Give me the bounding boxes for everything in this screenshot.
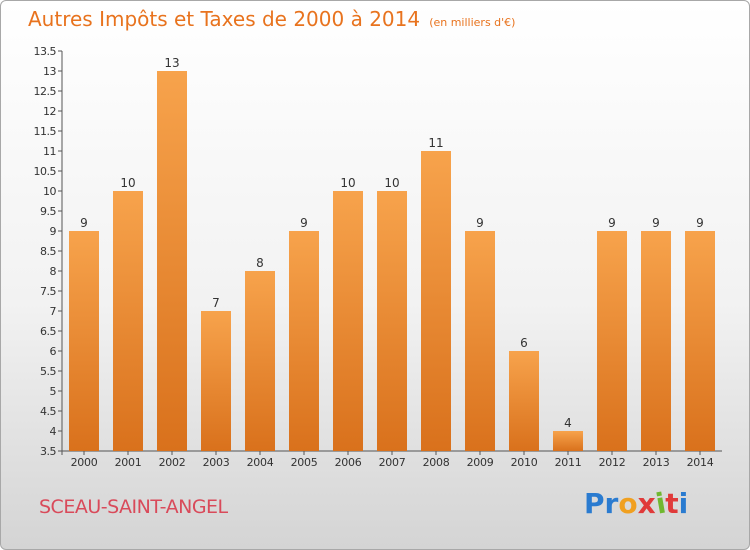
x-tick-label: 2014 (687, 456, 714, 469)
x-tick-label: 2002 (159, 456, 186, 469)
logo-letter: t (665, 487, 679, 520)
bar-2008 (421, 151, 451, 451)
x-tick-label: 2004 (247, 456, 274, 469)
bar-2014 (685, 231, 715, 451)
x-tick-label: 2013 (643, 456, 670, 469)
y-tick-label: 12 (43, 105, 56, 118)
chart-axes: 3.5 4 4.5 5 5.5 6 6.5 7 7.5 8 8.5 9 9.5 10 10.5 11 11.5 1… (34, 45, 722, 458)
bar-2000 (69, 231, 99, 451)
x-tick-label: 2010 (511, 456, 538, 469)
proxiti-logo[interactable]: Proxiti (584, 486, 689, 520)
data-label: 11 (428, 136, 443, 150)
x-tick-label: 2008 (423, 456, 450, 469)
bar-2004 (245, 271, 275, 451)
bar-2009 (465, 231, 495, 451)
y-tick-label: 4.5 (40, 405, 56, 418)
data-label: 9 (608, 216, 616, 230)
y-tick-label: 4 (50, 425, 57, 438)
bar-2011 (553, 431, 583, 451)
y-tick-label: 5 (50, 385, 57, 398)
y-tick-label: 6.5 (40, 325, 56, 338)
bar-2005 (289, 231, 319, 451)
data-label: 9 (300, 216, 308, 230)
y-tick-label: 10 (43, 185, 56, 198)
bar-2013 (641, 231, 671, 451)
bar-2007 (377, 191, 407, 451)
logo-letter: i (678, 487, 689, 520)
bar-2010 (509, 351, 539, 451)
data-label: 10 (340, 176, 355, 190)
x-tick-label: 2005 (291, 456, 318, 469)
logo-letter: P (584, 487, 605, 520)
logo-letter: o (618, 487, 638, 520)
data-label: 9 (80, 216, 88, 230)
y-tick-label: 7.5 (40, 285, 56, 298)
y-tick-label: 7 (50, 305, 57, 318)
y-tick-label: 8.5 (40, 245, 56, 258)
title-unit: (en milliers d'€) (429, 16, 516, 29)
title-main: Autres Impôts et Taxes de 2000 à 2014 (28, 7, 421, 31)
logo-letter: r (604, 487, 619, 520)
chart-title: Autres Impôts et Taxes de 2000 à 2014 (e… (28, 7, 515, 31)
data-label: 4 (564, 416, 572, 430)
x-tick-label: 2007 (379, 456, 406, 469)
x-tick-label: 2009 (467, 456, 494, 469)
data-label: 10 (384, 176, 399, 190)
x-tick-label: 2000 (71, 456, 98, 469)
data-label: 9 (652, 216, 660, 230)
y-tick-label: 11 (43, 145, 56, 158)
bar-2012 (597, 231, 627, 451)
y-tick-label: 9 (50, 225, 57, 238)
bar-2006 (333, 191, 363, 451)
data-label: 9 (476, 216, 484, 230)
y-tick-label: 12.5 (34, 85, 57, 98)
bar-2002 (157, 71, 187, 451)
y-tick-label: 13 (43, 65, 56, 78)
bar-2001 (113, 191, 143, 451)
x-tick-label: 2006 (335, 456, 362, 469)
x-tick-label: 2001 (115, 456, 142, 469)
y-tick-label: 8 (50, 265, 57, 278)
x-tick-label: 2012 (599, 456, 626, 469)
y-tick-label: 9.5 (40, 205, 56, 218)
y-tick-label: 13.5 (34, 45, 57, 58)
data-label: 7 (212, 296, 220, 310)
y-tick-label: 10.5 (34, 165, 57, 178)
y-tick-label: 5.5 (40, 365, 56, 378)
bar-2003 (201, 311, 231, 451)
data-label: 8 (256, 256, 264, 270)
commune-name: SCEAU-SAINT-ANGEL (39, 496, 228, 518)
data-label: 9 (696, 216, 704, 230)
y-tick-label: 11.5 (34, 125, 57, 138)
y-tick-label: 6 (50, 345, 57, 358)
data-label: 6 (520, 336, 528, 350)
x-tick-label: 2003 (203, 456, 230, 469)
chart-labels: 9 2000 10 2001 13 2002 7 2003 8 2004 9 2005 10 2006 10… (71, 56, 714, 469)
chart-bars (69, 71, 715, 451)
data-label: 10 (120, 176, 135, 190)
data-label: 13 (164, 56, 179, 70)
logo-letter: x (637, 487, 656, 520)
x-tick-label: 2011 (555, 456, 582, 469)
y-tick-label: 3.5 (40, 445, 56, 458)
